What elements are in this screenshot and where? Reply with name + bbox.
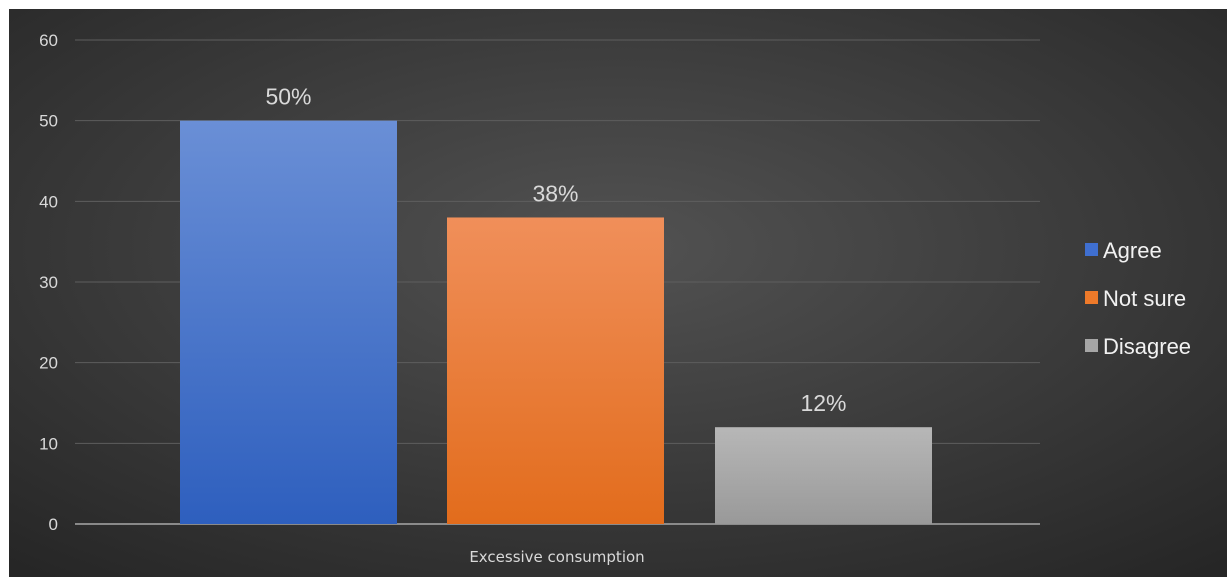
- legend-label: Not sure: [1103, 286, 1186, 311]
- legend-swatch: [1085, 291, 1098, 304]
- y-tick-label: 0: [49, 515, 58, 534]
- bar-not-sure: [447, 217, 664, 524]
- y-tick-label: 20: [39, 354, 58, 373]
- category-labels: Excessive consumption: [469, 548, 644, 566]
- y-tick-label: 10: [39, 434, 58, 453]
- legend-label: Agree: [1103, 238, 1162, 263]
- data-label: 12%: [800, 390, 846, 416]
- legend-swatch: [1085, 243, 1098, 256]
- data-label: 38%: [532, 180, 578, 206]
- y-axis-ticks: 0 10 20 30 40 50 60: [39, 31, 58, 534]
- legend-label: Disagree: [1103, 334, 1191, 359]
- x-category-label: Excessive consumption: [469, 548, 644, 566]
- legend: Agree Not sure Disagree: [1085, 238, 1191, 359]
- y-tick-label: 30: [39, 273, 58, 292]
- bar-disagree: [715, 427, 932, 524]
- y-tick-label: 40: [39, 192, 58, 211]
- legend-swatch: [1085, 339, 1098, 352]
- y-tick-label: 50: [39, 112, 58, 131]
- bar-agree: [180, 120, 397, 525]
- data-label: 50%: [265, 84, 311, 110]
- bars: 50% 38% 12%: [180, 84, 932, 525]
- y-tick-label: 60: [39, 31, 58, 50]
